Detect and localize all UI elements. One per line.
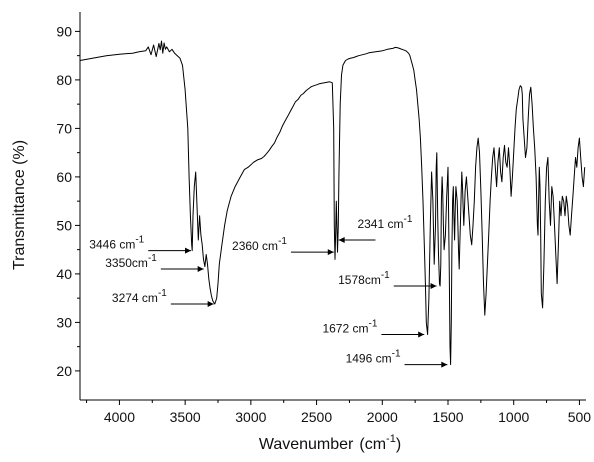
y-tick-label: 60 [56, 169, 72, 185]
y-tick-label: 70 [56, 120, 72, 136]
peak-annotation: 2341 cm-1 [338, 214, 413, 243]
y-tick-label: 90 [56, 23, 72, 39]
x-tick-label: 3500 [170, 409, 201, 425]
annotation-label: 2360 cm-1 [232, 236, 287, 253]
annotation-arrow-head [197, 266, 204, 273]
y-tick-label: 20 [56, 363, 72, 379]
peak-annotation: 3446 cm-1 [89, 235, 192, 254]
x-axis-title: Wavenumber (cm-1) [259, 433, 401, 453]
y-tick-label: 50 [56, 217, 72, 233]
y-tick-label: 80 [56, 72, 72, 88]
peak-annotation: 1496 cm-1 [346, 349, 448, 368]
annotation-arrow-head [185, 247, 192, 254]
x-tick-label: 3000 [235, 409, 266, 425]
annotation-label: 1672 cm-1 [322, 319, 377, 336]
y-tick-label: 30 [56, 314, 72, 330]
x-axis-unit-base: (cm [359, 436, 386, 453]
axes [79, 12, 586, 401]
peak-annotation: 1672 cm-1 [322, 319, 425, 338]
annotation-arrow-head [430, 283, 437, 290]
annotation-arrow-head [338, 236, 345, 243]
spectrum-line [79, 40, 586, 366]
annotation-label: 3350cm-1 [105, 253, 157, 270]
ticks: 20 30 40 50 60 70 80 90 4000 3500 3000 2500 2000 1500… [56, 23, 591, 425]
y-axis-title: Transmittance (%) [11, 140, 28, 270]
x-tick-label: 1000 [498, 409, 529, 425]
series-layer [79, 40, 586, 366]
annotation-label: 1578cm-1 [338, 270, 390, 287]
annotation-label: 3446 cm-1 [89, 235, 144, 252]
peak-annotation: 3350cm-1 [105, 253, 204, 273]
x-axis-unit-close: ) [396, 436, 401, 453]
annotation-arrow-head [418, 331, 425, 338]
annotation-arrow-head [207, 300, 214, 307]
x-axis-unit-exp: -1 [386, 433, 396, 445]
x-tick-label: 2000 [367, 409, 398, 425]
annotation-label: 1496 cm-1 [346, 349, 401, 366]
x-tick-label: 1500 [432, 409, 463, 425]
peak-annotation: 3274 cm-1 [112, 288, 214, 307]
annotation-arrow-head [327, 249, 334, 256]
x-axis-title-main: Wavenumber [259, 436, 354, 453]
x-tick-label: 2500 [301, 409, 332, 425]
x-tick-label: 500 [568, 409, 592, 425]
peak-annotation: 1578cm-1 [338, 270, 437, 290]
peak-annotation: 2360 cm-1 [232, 236, 334, 256]
y-tick-label: 40 [56, 266, 72, 282]
annotation-arrow-head [441, 361, 448, 368]
x-tick-label: 4000 [104, 409, 135, 425]
annotation-label: 2341 cm-1 [357, 214, 412, 231]
annotation-label: 3274 cm-1 [112, 288, 167, 305]
